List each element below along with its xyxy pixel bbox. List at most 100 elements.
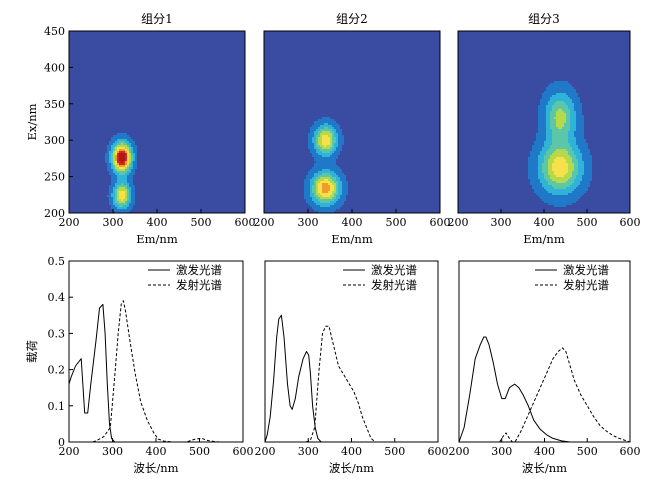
heat-cell — [123, 173, 125, 175]
heat-cell — [542, 199, 544, 201]
heat-cell — [560, 125, 562, 127]
heat-cell — [312, 125, 314, 127]
heat-cell — [544, 145, 546, 147]
heat-cell — [326, 165, 328, 167]
x-tick-label: 200 — [255, 445, 276, 458]
heat-cell — [578, 169, 580, 171]
heat-cell — [322, 189, 324, 191]
heat-cell — [576, 181, 578, 183]
heat-cell — [336, 203, 338, 205]
heat-cell — [570, 91, 572, 93]
heat-cell — [308, 171, 310, 173]
heat-cell — [542, 177, 544, 179]
heat-cell — [534, 191, 536, 193]
heat-cell — [570, 89, 572, 91]
heat-cell — [552, 165, 554, 167]
heat-cell — [340, 149, 342, 151]
heat-cell — [119, 207, 121, 209]
heat-cell — [550, 101, 552, 103]
heat-cell — [558, 117, 560, 119]
heat-cell — [131, 167, 133, 169]
heat-cell — [554, 173, 556, 175]
heat-cell — [566, 155, 568, 157]
heat-cell — [324, 177, 326, 179]
heat-cell — [552, 129, 554, 131]
heat-cell — [324, 133, 326, 135]
heat-cell — [314, 133, 316, 135]
heat-cell — [314, 183, 316, 185]
heat-cell — [332, 197, 334, 199]
heat-cell — [119, 181, 121, 183]
heat-cell — [542, 131, 544, 133]
heat-cell — [322, 141, 324, 143]
heat-cell — [576, 195, 578, 197]
heat-cell — [326, 139, 328, 141]
heat-cell — [119, 211, 121, 213]
heat-cell — [546, 171, 548, 173]
heat-cell — [330, 151, 332, 153]
heat-cell — [320, 197, 322, 199]
heat-cell — [548, 197, 550, 199]
heat-cell — [125, 189, 127, 191]
heat-cell — [115, 163, 117, 165]
heat-cell — [572, 161, 574, 163]
heat-cell — [556, 185, 558, 187]
heat-cell — [570, 105, 572, 107]
heat-cell — [574, 151, 576, 153]
heat-cell — [580, 151, 582, 153]
heat-cell — [576, 173, 578, 175]
heat-cell — [344, 175, 346, 177]
heat-cell — [562, 105, 564, 107]
heat-cell — [316, 179, 318, 181]
heat-cell — [336, 157, 338, 159]
heat-cell — [544, 193, 546, 195]
heat-cell — [568, 189, 570, 191]
heat-cell — [538, 195, 540, 197]
heat-cell — [316, 131, 318, 133]
heat-cell — [556, 135, 558, 137]
heat-cell — [554, 161, 556, 163]
heat-cell — [554, 185, 556, 187]
heat-cell — [580, 145, 582, 147]
heat-cell — [310, 139, 312, 141]
heat-cell — [578, 181, 580, 183]
heat-cell — [568, 169, 570, 171]
heat-cell — [129, 201, 131, 203]
heat-cell — [564, 113, 566, 115]
heat-cell — [308, 141, 310, 143]
heat-cell — [572, 129, 574, 131]
heat-cell — [121, 135, 123, 137]
heat-cell — [564, 185, 566, 187]
heat-cell — [546, 115, 548, 117]
heat-cell — [336, 165, 338, 167]
heat-cell — [574, 141, 576, 143]
heat-cell — [334, 127, 336, 129]
heat-cell — [560, 121, 562, 123]
heat-cell — [552, 107, 554, 109]
heat-cell — [314, 121, 316, 123]
heat-cell — [552, 119, 554, 121]
heat-cell — [121, 209, 123, 211]
heat-cell — [318, 159, 320, 161]
heat-cell — [328, 167, 330, 169]
heat-cell — [564, 115, 566, 117]
heat-cell — [558, 199, 560, 201]
heat-cell — [566, 111, 568, 113]
heat-cell — [566, 159, 568, 161]
heat-cell — [562, 173, 564, 175]
heat-cell — [546, 147, 548, 149]
heat-cell — [109, 185, 111, 187]
heat-cell — [556, 93, 558, 95]
heat-cell — [552, 197, 554, 199]
heat-cell — [548, 169, 550, 171]
heat-cell — [564, 165, 566, 167]
heat-cell — [554, 133, 556, 135]
heat-cell — [542, 119, 544, 121]
heat-cell — [560, 167, 562, 169]
heat-cell — [312, 201, 314, 203]
heat-cell — [578, 139, 580, 141]
heat-cell — [586, 187, 588, 189]
heat-cell — [552, 181, 554, 183]
heat-cell — [578, 109, 580, 111]
heat-cell — [121, 151, 123, 153]
